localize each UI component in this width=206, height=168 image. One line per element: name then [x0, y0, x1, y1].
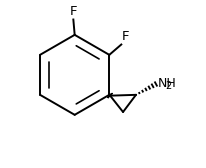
Text: NH: NH [157, 77, 176, 90]
Text: 2: 2 [165, 81, 171, 91]
Text: F: F [122, 30, 129, 43]
Text: F: F [70, 5, 77, 18]
Polygon shape [108, 93, 112, 98]
